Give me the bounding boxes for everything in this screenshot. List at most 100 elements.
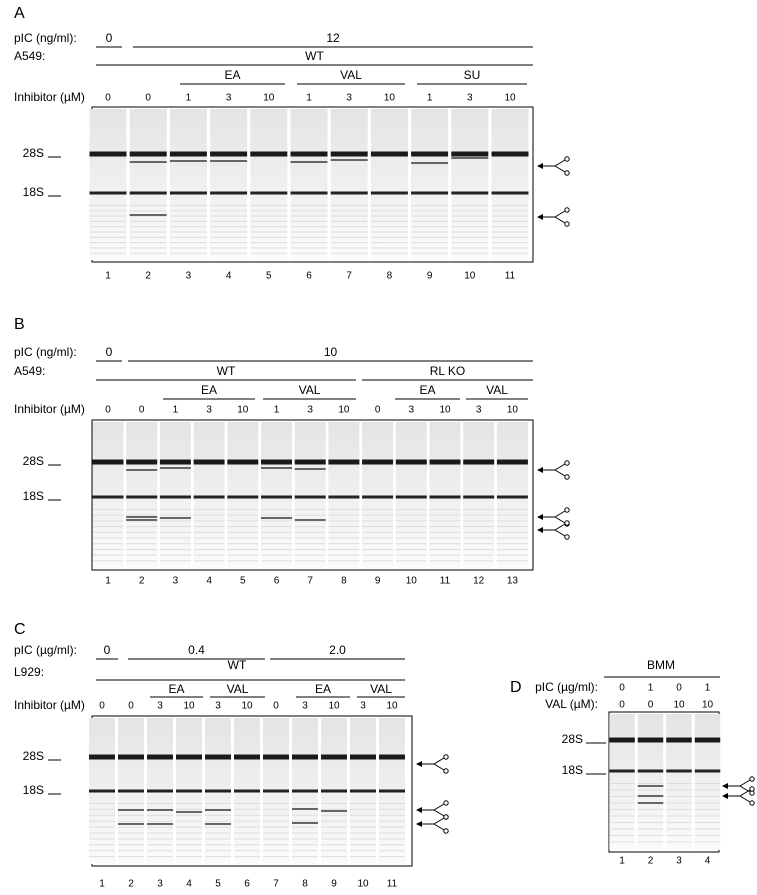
smear — [290, 247, 328, 249]
band-28s — [370, 151, 408, 157]
smear — [379, 814, 405, 816]
band-18s — [321, 789, 347, 793]
inhibitor-value: 3 — [157, 701, 163, 712]
band-28s — [496, 459, 528, 465]
smear — [118, 850, 144, 852]
smear — [126, 543, 158, 545]
smear — [491, 220, 529, 222]
smear — [666, 835, 692, 836]
smear — [321, 820, 347, 822]
cleavage-arrow — [722, 776, 755, 796]
smear — [496, 543, 528, 545]
gel-lane — [210, 109, 248, 260]
smear — [379, 838, 405, 840]
gel-lane — [118, 718, 144, 864]
band-28s — [263, 754, 289, 760]
smear — [210, 210, 248, 212]
panel-label: D — [510, 679, 522, 696]
scissors — [433, 757, 445, 771]
band-28s — [694, 737, 721, 743]
inhibitor-value: 10 — [338, 405, 350, 416]
row-label: pIC (µg/ml): — [14, 643, 77, 657]
band-28s — [362, 459, 394, 465]
band-28s — [193, 459, 225, 465]
group-label: 0 — [106, 345, 113, 359]
smear — [491, 226, 529, 228]
gel-lane — [89, 109, 127, 260]
scissors-handle — [749, 800, 755, 806]
lane-background — [362, 422, 394, 568]
smear — [411, 247, 449, 249]
smear — [169, 236, 207, 238]
scissors-handle — [564, 507, 570, 513]
smear — [176, 850, 202, 852]
band-18s — [126, 495, 158, 499]
smear — [370, 220, 408, 222]
row-label: VAL (µM): — [545, 697, 598, 711]
smear — [370, 215, 408, 217]
lane-number: 7 — [273, 879, 279, 890]
band-28s — [129, 151, 167, 157]
smear — [694, 822, 721, 823]
smear — [118, 832, 144, 834]
smear — [328, 548, 360, 550]
band-28s — [637, 737, 664, 743]
cleavage-arrow — [722, 786, 755, 806]
smear — [210, 247, 248, 249]
band-18s — [89, 789, 115, 793]
smear — [261, 537, 292, 539]
smear — [451, 252, 489, 254]
smear — [411, 231, 449, 233]
gel-lane — [147, 718, 173, 864]
group-label: EA — [315, 682, 331, 696]
scissors-handle — [443, 828, 449, 834]
smear — [463, 560, 495, 562]
smear — [234, 826, 260, 828]
scissors-handle — [564, 221, 570, 227]
smear — [429, 548, 461, 550]
smear — [451, 215, 489, 217]
smear — [609, 822, 635, 823]
smear — [463, 514, 495, 516]
band-28s — [159, 459, 191, 465]
smear — [210, 226, 248, 228]
lane-number: 3 — [173, 576, 179, 587]
smear — [159, 514, 191, 516]
smear — [92, 548, 124, 550]
lane-background — [370, 109, 408, 260]
inhibitor-value: 10 — [241, 701, 253, 712]
smear — [176, 856, 202, 858]
scissors-handle — [443, 754, 449, 760]
scissors-handle — [564, 207, 570, 213]
arrow-head — [416, 761, 422, 767]
inhibitor-value: 0 — [105, 93, 111, 104]
lane-background — [290, 109, 328, 260]
smear — [205, 803, 231, 804]
smear — [429, 554, 461, 556]
smear — [210, 236, 248, 238]
inhibitor-value: 10 — [439, 405, 451, 416]
cleavage-band — [159, 467, 191, 469]
band-28s — [491, 151, 529, 157]
lane-number: 5 — [240, 576, 246, 587]
smear — [89, 803, 115, 804]
inhibitor-value: 0 — [145, 93, 151, 104]
lane-number: 9 — [427, 271, 433, 282]
smear — [321, 856, 347, 858]
smear — [193, 543, 225, 545]
smear — [129, 226, 167, 228]
smear — [491, 215, 529, 217]
band-18s — [328, 495, 360, 499]
band-28s — [234, 754, 260, 760]
smear — [395, 537, 427, 539]
cleavage-band — [637, 795, 664, 797]
smear — [411, 220, 449, 222]
lane-background — [694, 714, 721, 850]
smear — [126, 554, 158, 556]
smear — [429, 509, 461, 510]
cleavage-band — [147, 823, 173, 825]
smear — [350, 838, 376, 840]
cleavage-band — [637, 802, 664, 804]
group-label: WT — [217, 364, 236, 378]
cleavage-band — [129, 161, 167, 163]
